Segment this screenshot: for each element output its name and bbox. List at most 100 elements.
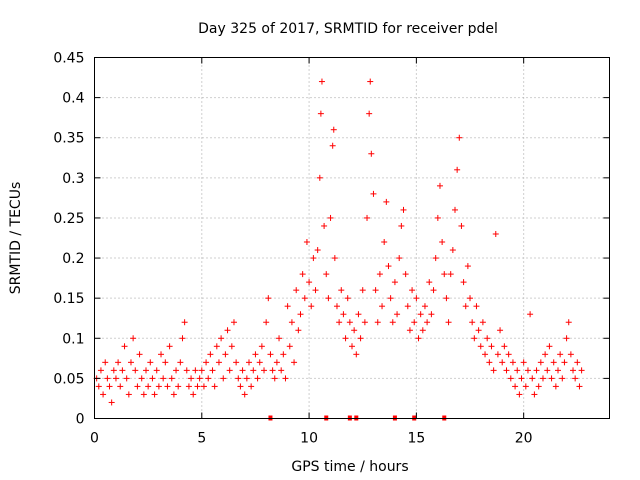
data-point (291, 359, 298, 366)
data-point (301, 295, 308, 302)
data-point (514, 367, 521, 374)
data-point (145, 383, 152, 390)
data-point (164, 383, 171, 390)
data-point (570, 367, 577, 374)
data-point (456, 134, 463, 141)
data-point (317, 110, 324, 117)
data-point (398, 222, 405, 229)
data-point (280, 351, 287, 358)
data-point (194, 383, 201, 390)
data-point (364, 214, 371, 221)
data-point (522, 383, 529, 390)
data-point (482, 351, 489, 358)
data-point (205, 375, 212, 382)
data-point (499, 359, 506, 366)
data-point (529, 375, 536, 382)
data-point (269, 367, 276, 374)
data-point (396, 255, 403, 262)
y-tick-label: 0.05 (53, 371, 84, 387)
data-point (531, 391, 538, 398)
data-point (218, 335, 225, 342)
data-point (342, 335, 349, 342)
data-point (469, 319, 476, 326)
data-point (344, 295, 351, 302)
data-point (409, 287, 416, 294)
data-point (203, 359, 210, 366)
data-point (192, 367, 199, 374)
data-point (115, 359, 122, 366)
data-point (357, 335, 364, 342)
data-point (421, 303, 428, 310)
data-point (303, 239, 310, 246)
data-point (175, 383, 182, 390)
data-point (492, 230, 499, 237)
data-point (110, 367, 117, 374)
data-point (426, 279, 433, 286)
data-point (550, 359, 557, 366)
data-point (385, 263, 392, 270)
data-point (535, 383, 542, 390)
data-point (467, 295, 474, 302)
data-point (327, 214, 334, 221)
data-point (123, 375, 130, 382)
data-point (542, 351, 549, 358)
data-point (222, 351, 229, 358)
data-point (471, 335, 478, 342)
data-point (143, 367, 149, 374)
data-point (95, 383, 102, 390)
data-point (497, 327, 504, 334)
data-point (127, 359, 134, 366)
data-point (265, 295, 272, 302)
data-point (308, 303, 315, 310)
data-point (323, 271, 330, 278)
data-point (501, 343, 508, 350)
data-point (454, 166, 461, 173)
x-tick-label: 15 (407, 431, 425, 447)
data-point (537, 359, 544, 366)
data-point (458, 222, 465, 229)
data-point (340, 311, 347, 318)
data-point (188, 375, 195, 382)
data-point (299, 271, 306, 278)
data-point (417, 311, 424, 318)
data-point (527, 311, 534, 318)
y-tick-label: 0.1 (62, 331, 84, 347)
data-point (441, 271, 448, 278)
data-point (333, 303, 340, 310)
data-point (306, 279, 313, 286)
data-point (97, 367, 104, 374)
data-point (230, 319, 237, 326)
data-point (104, 375, 111, 382)
data-point (181, 319, 188, 326)
data-point (100, 391, 107, 398)
x-tick-label: 20 (515, 431, 533, 447)
data-point (261, 367, 268, 374)
data-point (112, 375, 119, 382)
data-point (475, 327, 482, 334)
data-point (484, 335, 491, 342)
data-point (494, 351, 501, 358)
data-point (368, 150, 375, 157)
data-point (235, 375, 242, 382)
data-point (200, 383, 207, 390)
data-point (293, 287, 300, 294)
data-point (576, 383, 583, 390)
y-tick-label: 0.4 (62, 91, 84, 107)
data-point (512, 383, 519, 390)
data-point (507, 375, 514, 382)
data-point (185, 383, 192, 390)
data-point (447, 271, 454, 278)
data-point (282, 375, 289, 382)
data-point (561, 359, 568, 366)
data-point (314, 247, 321, 254)
data-point (578, 367, 585, 374)
plot-frame (94, 57, 610, 419)
data-point (271, 375, 278, 382)
chart-title: Day 325 of 2017, SRMTID for receiver pde… (198, 21, 498, 37)
y-tick-label: 0.3 (62, 171, 84, 187)
data-point (387, 295, 394, 302)
data-point (224, 327, 231, 334)
data-point (140, 391, 147, 398)
data-point (370, 190, 377, 197)
